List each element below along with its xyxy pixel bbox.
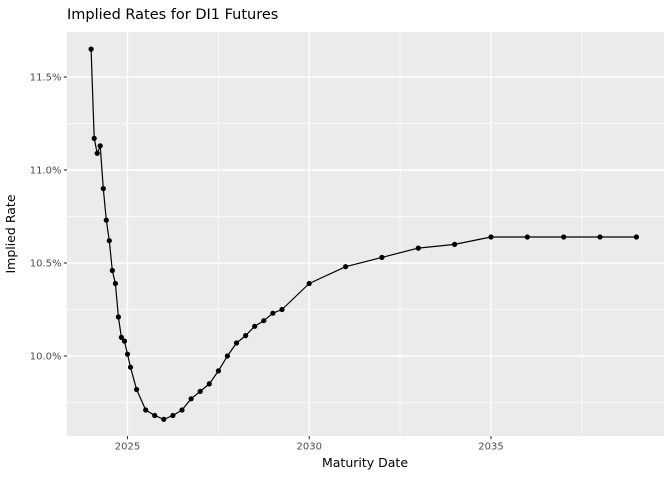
data-point <box>97 143 103 149</box>
data-point <box>170 412 176 419</box>
data-point <box>224 353 230 359</box>
data-point <box>106 238 112 244</box>
data-point <box>124 351 131 357</box>
data-point <box>127 364 134 370</box>
data-point <box>103 217 109 223</box>
gridlines-minor <box>67 32 664 436</box>
data-point <box>94 150 100 156</box>
y-tick-label: 11.5% <box>30 72 62 83</box>
x-axis-tick-labels: 2025 2030 2035 <box>115 442 504 453</box>
data-point <box>109 267 115 274</box>
data-point <box>88 46 94 52</box>
x-tick-label: 2035 <box>478 442 503 453</box>
data-point <box>252 323 258 329</box>
data-point <box>343 264 349 270</box>
data-point <box>452 241 458 247</box>
x-tick-label: 2030 <box>297 442 322 453</box>
data-series <box>88 46 640 422</box>
data-point <box>118 334 124 340</box>
data-point <box>561 234 567 240</box>
data-point <box>215 368 221 374</box>
data-point <box>270 310 276 316</box>
y-tick-label: 10.5% <box>30 258 62 269</box>
data-point <box>91 135 97 141</box>
chart-title: Implied Rates for DI1 Futures <box>67 7 278 23</box>
data-point <box>143 407 149 413</box>
data-point <box>179 407 185 413</box>
axis-tick-marks <box>63 76 492 440</box>
data-point <box>261 318 267 324</box>
x-tick-label: 2025 <box>115 442 140 453</box>
data-point <box>112 280 118 287</box>
data-point <box>633 234 640 240</box>
data-point <box>597 234 603 240</box>
data-point <box>197 388 203 394</box>
data-point <box>161 416 167 422</box>
data-point <box>206 381 212 387</box>
data-point <box>134 386 140 393</box>
data-point <box>188 396 194 402</box>
gridlines-major <box>67 32 664 436</box>
data-point <box>279 306 285 313</box>
data-point <box>152 412 158 419</box>
y-axis-label: Implied Rate <box>3 194 18 273</box>
y-tick-label: 10.0% <box>30 351 62 362</box>
data-point <box>115 314 121 320</box>
data-point <box>488 234 494 240</box>
y-tick-label: 11.0% <box>30 165 62 176</box>
data-point <box>100 186 106 192</box>
data-point <box>121 338 128 344</box>
data-point <box>524 234 530 240</box>
plot-panel <box>67 32 664 436</box>
y-axis-tick-labels: 11.5% 11.0% 10.5% 10.0% <box>30 72 62 362</box>
data-point <box>233 340 240 346</box>
data-point <box>306 280 312 287</box>
data-point <box>415 245 421 251</box>
data-point <box>243 333 249 339</box>
data-point <box>379 254 385 260</box>
x-axis-label: Maturity Date <box>322 455 408 470</box>
